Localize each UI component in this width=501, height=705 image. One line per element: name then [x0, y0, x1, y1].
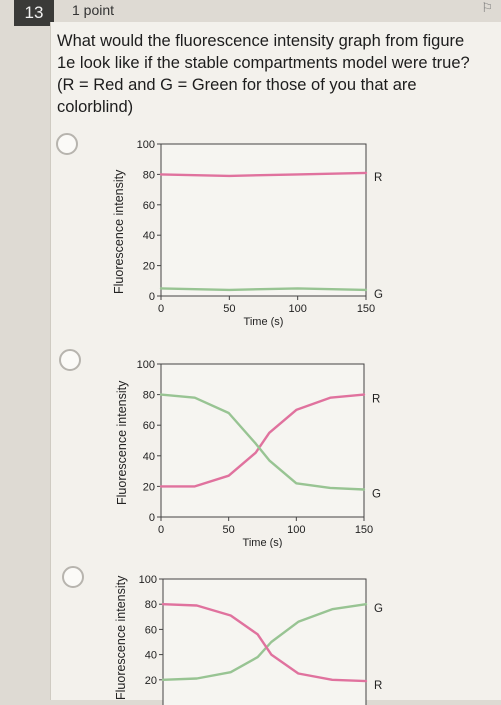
radio-option-2[interactable] — [59, 349, 81, 371]
x-tick-label: 0 — [158, 303, 164, 315]
graph-option-3: 100 80 60 40 20 G R — [108, 565, 408, 705]
x-tick-label: 150 — [357, 303, 375, 315]
graph-option-2: 100 80 60 40 20 00 50 100 150 Time (s) R G — [108, 348, 408, 548]
graph-option-1: 100 80 60 40 20 00 50 100 150 Time (s) R G — [108, 130, 408, 330]
y-tick-label: 20 — [143, 481, 155, 493]
series-label-g: G — [374, 289, 383, 301]
y-tick-label: 40 — [145, 650, 157, 662]
x-tick-label: 150 — [355, 524, 373, 536]
x-tick-label: 50 — [223, 524, 235, 536]
plot-frame — [161, 144, 366, 296]
series-label-r: R — [372, 394, 380, 406]
x-tick-label: 50 — [223, 303, 235, 315]
plot-area — [163, 579, 366, 705]
series-label-r: R — [374, 172, 382, 184]
radio-option-1[interactable] — [56, 133, 78, 155]
question-prompt: What would the fluorescence intensity gr… — [57, 30, 477, 118]
radio-option-3[interactable] — [62, 566, 84, 588]
y-tick-label: 20 — [143, 261, 155, 273]
points-label: 1 point — [72, 2, 114, 18]
y-tick-label: 80 — [143, 169, 155, 181]
y-tick-label: 60 — [143, 200, 155, 212]
flag-icon[interactable]: ⚐ — [481, 0, 493, 16]
y-tick-label: 80 — [143, 390, 155, 402]
question-number: 13 — [14, 0, 54, 26]
x-tick-label: 100 — [288, 303, 306, 315]
y-tick-label: 40 — [143, 451, 155, 463]
x-axis-label: Time (s) — [244, 316, 284, 328]
x-tick-label: 0 — [158, 524, 164, 536]
y-tick-label: 60 — [143, 420, 155, 432]
y-tick-label: 0 — [149, 512, 155, 524]
y-tick-label: 40 — [143, 230, 155, 242]
plot-area — [161, 364, 364, 517]
x-axis-label: Time (s) — [243, 537, 283, 548]
y-tick-label: 60 — [145, 624, 157, 636]
y-tick-label: 100 — [137, 139, 155, 151]
series-line-g — [161, 288, 366, 290]
series-label-g: G — [374, 603, 383, 615]
series-label-r: R — [374, 680, 382, 692]
y-tick-label: 20 — [145, 675, 157, 687]
series-label-g: G — [372, 488, 381, 500]
y-tick-label: 100 — [137, 359, 155, 371]
y-tick-label: 0 — [149, 291, 155, 303]
y-tick-label: 80 — [145, 599, 157, 611]
y-tick-label: 100 — [139, 574, 157, 586]
x-tick-label: 100 — [287, 524, 305, 536]
